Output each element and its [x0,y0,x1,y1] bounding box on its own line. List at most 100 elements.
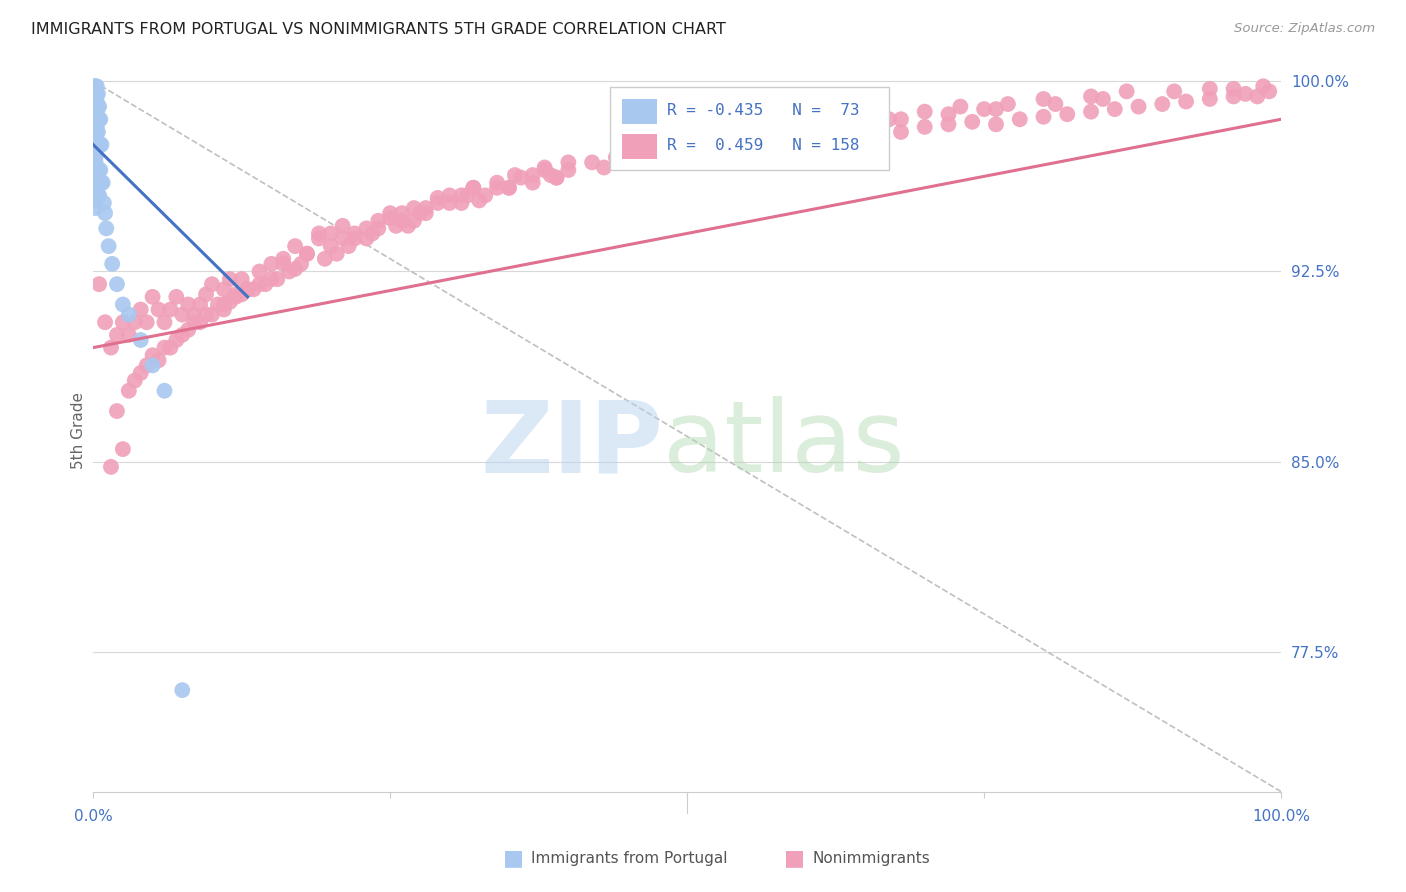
Point [86,132,108,146]
Point [628,155,651,169]
Point [522,168,544,182]
Point [87,125,110,139]
Point [201,308,224,322]
Point [853,112,876,127]
Point [711,137,734,152]
Point [1175,95,1198,109]
Point [807,120,830,134]
Point [1091,92,1114,106]
Point [409,206,432,220]
Point [1128,99,1150,113]
Point [129,302,152,317]
Point [172,683,194,698]
Point [84,87,107,101]
Point [91,176,114,190]
Point [356,221,378,235]
Point [172,327,194,342]
Point [450,188,472,202]
FancyBboxPatch shape [621,134,658,159]
Text: R =  0.459   N = 158: R = 0.459 N = 158 [666,137,859,153]
Point [367,213,389,227]
Point [1246,89,1268,103]
Point [557,163,579,178]
Point [236,282,259,296]
Point [295,246,318,260]
Point [84,145,107,160]
Point [1163,84,1185,98]
Point [486,176,509,190]
Point [249,277,271,292]
Point [111,442,134,456]
Point [450,196,472,211]
Point [212,282,235,296]
Point [236,282,259,296]
Point [295,246,318,260]
Point [87,87,110,101]
Point [105,277,128,292]
Text: ZIP: ZIP [481,396,664,493]
Point [218,272,240,286]
Point [960,115,983,129]
Point [314,252,336,266]
Point [84,112,107,127]
Point [402,201,425,215]
Point [319,227,342,241]
Point [89,163,111,178]
Point [533,161,555,175]
Text: ■: ■ [785,848,804,868]
Point [938,107,960,121]
Point [984,117,1007,131]
Text: Source: ZipAtlas.com: Source: ZipAtlas.com [1234,22,1375,36]
Point [949,99,972,113]
Point [83,130,105,145]
Point [610,150,633,164]
Point [474,188,496,202]
Point [118,384,141,398]
Point [84,163,107,178]
Point [84,181,107,195]
Point [356,231,378,245]
Point [890,112,912,127]
Point [135,315,157,329]
Point [83,79,105,94]
Point [593,161,616,175]
Point [94,206,117,220]
Point [337,239,360,253]
Point [688,143,710,157]
Point [84,201,107,215]
Point [254,277,277,292]
Point [439,196,461,211]
Point [1032,110,1054,124]
Point [118,327,141,342]
Point [225,287,247,301]
Point [83,87,105,101]
Point [86,95,108,109]
Point [770,125,793,139]
Point [172,308,194,322]
Point [325,246,347,260]
Point [914,120,936,134]
Point [546,170,568,185]
Point [1080,89,1102,103]
Point [148,302,170,317]
Point [284,239,307,253]
Point [605,150,627,164]
Point [938,117,960,131]
Point [90,137,112,152]
Point [391,206,413,220]
Point [87,137,110,152]
Point [1008,112,1031,127]
Point [503,168,526,182]
Point [509,170,531,185]
Point [84,92,107,106]
Point [818,132,841,146]
Point [343,231,366,245]
Point [84,125,107,139]
Point [396,219,419,233]
FancyBboxPatch shape [610,87,889,169]
Point [84,137,107,152]
Point [84,130,107,145]
Point [231,287,253,301]
Point [142,290,165,304]
Point [783,128,806,142]
